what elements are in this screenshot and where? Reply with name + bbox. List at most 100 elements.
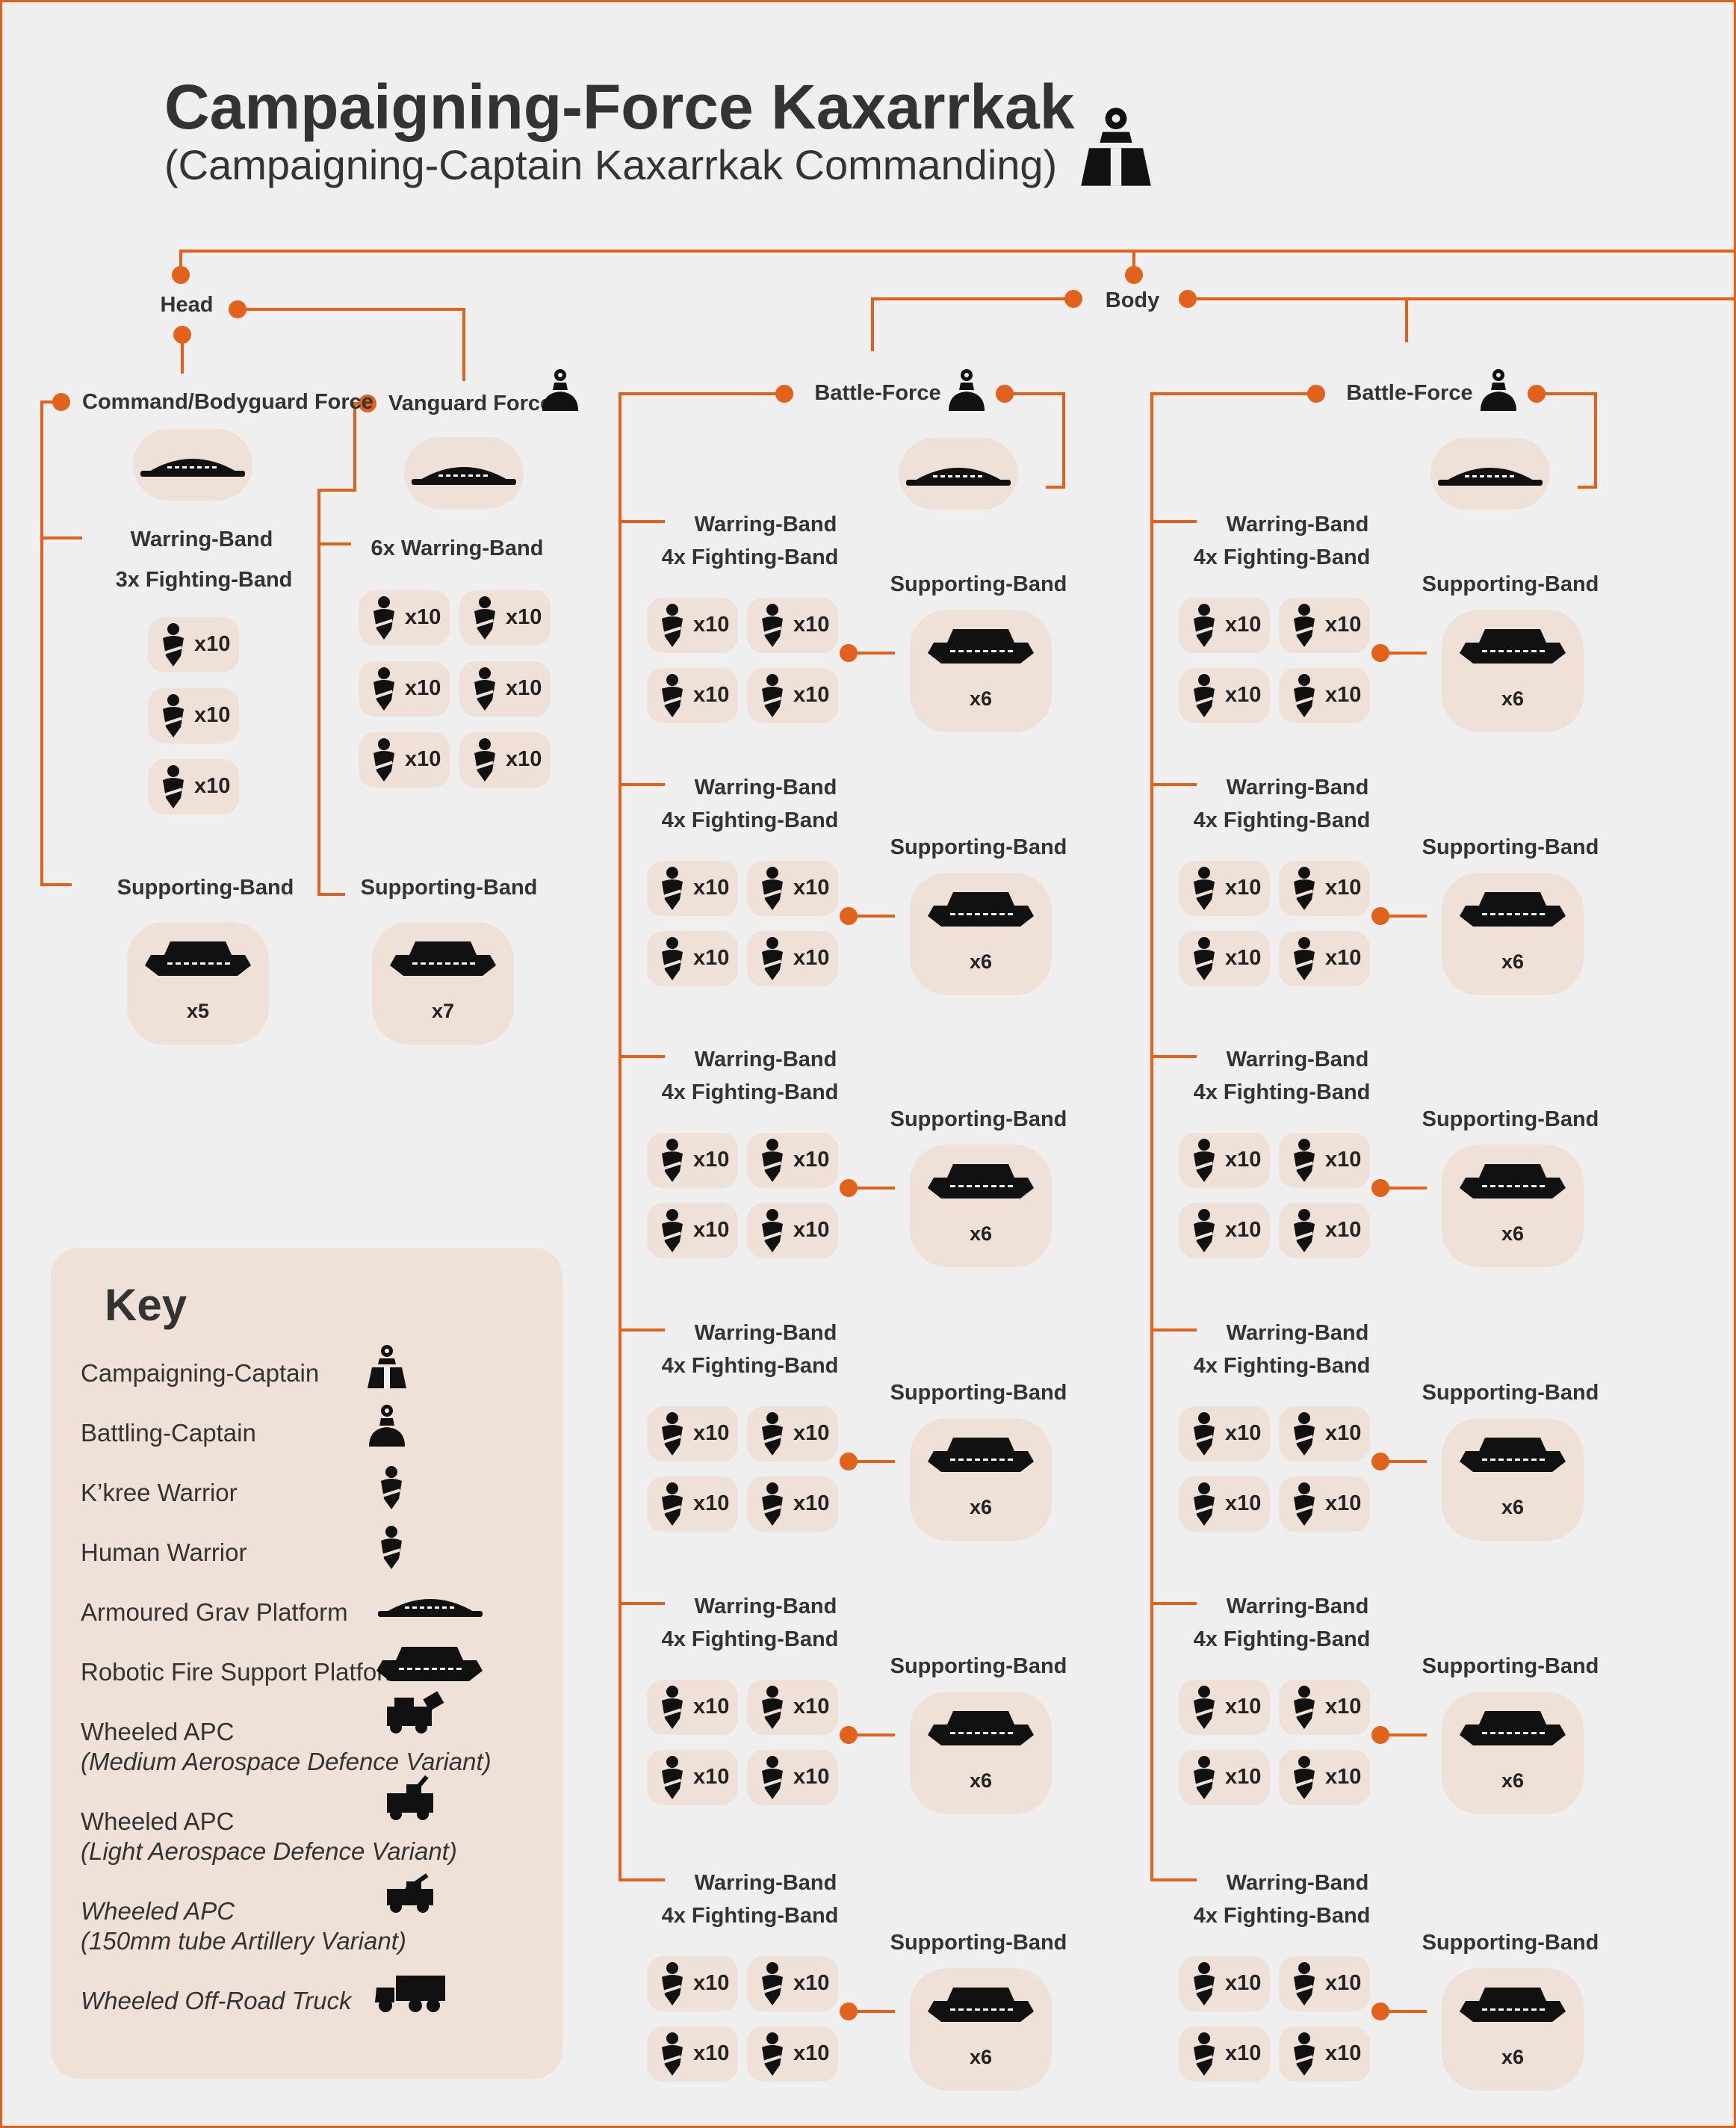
unit-count: x10 <box>1225 1971 1262 1995</box>
connector-line <box>1005 392 1065 489</box>
unit-count: x10 <box>693 1971 730 1995</box>
fighting-band-tile: x10 <box>747 1133 838 1188</box>
fighting-band-tile: x10 <box>1279 668 1370 723</box>
fighting-band-label: 4x Fighting-Band <box>1193 1354 1371 1378</box>
fighting-band-tile: x10 <box>647 1750 738 1805</box>
vanguard-force-label: Vanguard Force <box>388 392 553 415</box>
campaigning-captain-icon <box>365 1343 409 1396</box>
connector-dot <box>1371 1179 1389 1197</box>
key-item: Wheeled APC (Medium Aerospace Defence Var… <box>81 1717 492 1777</box>
fighting-band-tile: x10 <box>1179 598 1270 653</box>
unit-count: x10 <box>793 2041 830 2065</box>
fighting-band-tile: x10 <box>747 1750 838 1805</box>
supporting-band-tile: x6 <box>1442 1418 1584 1541</box>
warring-band-label: Warring-Band <box>1226 1321 1369 1345</box>
connector-dot <box>996 385 1014 403</box>
unit-count: x10 <box>1325 683 1362 707</box>
supporting-band-label: Supporting-Band <box>890 1381 1067 1405</box>
supporting-band-label: Supporting-Band <box>1422 1381 1599 1405</box>
armoured-grav-platform-pill <box>133 429 252 501</box>
wheeled-apc-light-ad-icon <box>384 1769 451 1825</box>
fighting-band-tile: x10 <box>647 1203 738 1258</box>
warring-band-label: Warring-Band <box>1226 513 1369 536</box>
key-item-sublabel: (Medium Aerospace Defence Variant) <box>81 1748 492 1775</box>
fighting-band-tile: x10 <box>647 1406 738 1462</box>
unit-count: x10 <box>793 1421 830 1445</box>
connector-dot <box>840 1179 858 1197</box>
unit-count: x10 <box>405 605 441 629</box>
warring-band-label: Warring-Band <box>694 1871 837 1895</box>
armoured-grav-platform-icon <box>378 1590 483 1624</box>
armoured-grav-platform-icon <box>906 459 1011 492</box>
supporting-band-label: Supporting-Band <box>1422 572 1599 596</box>
key-item: Human Warrior <box>81 1538 247 1568</box>
connector-line <box>871 297 1073 351</box>
fighting-band-tile: x10 <box>1279 598 1370 653</box>
key-panel: Key Campaigning-Captain Battling-Captain K… <box>51 1248 562 2079</box>
supporting-band-tile: x6 <box>1442 1145 1584 1267</box>
fighting-band-tile: x10 <box>647 1133 738 1188</box>
unit-count: x5 <box>186 1000 210 1022</box>
battling-captain-icon <box>1476 368 1521 421</box>
wheeled-apc-artillery-icon <box>384 1866 451 1918</box>
battle-force-label: Battle-Force <box>814 381 941 405</box>
fighting-band-tile: x10 <box>647 861 738 916</box>
fighting-band-tile: x10 <box>1179 1133 1270 1188</box>
fighting-band-tile: x10 <box>647 2026 738 2082</box>
warring-bands-label: 6x Warring-Band <box>371 536 544 560</box>
unit-count: x10 <box>1325 876 1362 900</box>
warring-band-label: Warring-Band <box>130 528 273 551</box>
unit-count: x10 <box>693 1695 730 1719</box>
unit-count: x10 <box>1225 2041 1262 2065</box>
warring-band-label: Warring-Band <box>1226 1871 1369 1895</box>
fighting-band-tile: x10 <box>1179 931 1270 986</box>
connector-dot <box>1371 2002 1389 2020</box>
unit-count: x10 <box>405 747 441 771</box>
unit-count: x10 <box>506 747 542 771</box>
fighting-band-tile: x10 <box>1179 668 1270 723</box>
unit-count: x10 <box>194 703 231 727</box>
unit-count: x6 <box>1501 1769 1525 1792</box>
head-label: Head <box>160 293 214 317</box>
fighting-band-tile: x10 <box>1179 1476 1270 1532</box>
unit-count: x10 <box>793 1765 830 1789</box>
supporting-band-label: Supporting-Band <box>890 1107 1067 1131</box>
armoured-grav-platform-icon <box>140 450 245 483</box>
key-item-label: Wheeled Off-Road Truck <box>81 1987 352 2014</box>
fighting-band-label: 4x Fighting-Band <box>1193 808 1371 832</box>
command-force-label: Command/Bodyguard Force <box>82 390 373 414</box>
unit-count: x10 <box>405 676 441 700</box>
unit-count: x6 <box>1501 1222 1525 1245</box>
unit-count: x10 <box>693 613 730 637</box>
connector-line <box>40 400 72 886</box>
key-item-label: Battling-Captain <box>81 1419 256 1447</box>
key-item: Robotic Fire Support Platform <box>81 1657 406 1687</box>
warring-band-label: Warring-Band <box>694 513 837 536</box>
campaigning-captain-icon <box>1076 105 1156 198</box>
unit-count: x10 <box>1225 1218 1262 1242</box>
connector-dot <box>840 1453 858 1470</box>
unit-count: x10 <box>693 1218 730 1242</box>
supporting-band-tile: x5 <box>127 922 269 1045</box>
key-item: Wheeled Off-Road Truck <box>81 1986 352 2016</box>
fighting-band-label: 4x Fighting-Band <box>661 808 839 832</box>
supporting-band-tile: x6 <box>1442 610 1584 732</box>
fighting-band-tile: x10 <box>1279 1133 1370 1188</box>
supporting-band-label: Supporting-Band <box>890 572 1067 596</box>
key-title: Key <box>105 1280 187 1330</box>
key-item: Wheeled APC (150mm tube Artillery Variant… <box>81 1896 406 1956</box>
warring-band-label: Warring-Band <box>694 1048 837 1071</box>
body-label: Body <box>1105 288 1160 312</box>
unit-count: x10 <box>1225 1148 1262 1172</box>
unit-count: x6 <box>1501 2046 1525 2068</box>
connector-line <box>619 392 784 1881</box>
connector-dot <box>1371 1453 1389 1470</box>
unit-count: x10 <box>1325 1695 1362 1719</box>
key-item-label: Wheeled APC <box>81 1897 235 1925</box>
fighting-band-tile: x10 <box>747 1406 838 1462</box>
armoured-grav-platform-pill <box>404 437 524 509</box>
fighting-band-tile: x10 <box>1279 1750 1370 1805</box>
fighting-band-tile: x10 <box>1179 1406 1270 1462</box>
unit-count: x6 <box>969 687 993 710</box>
